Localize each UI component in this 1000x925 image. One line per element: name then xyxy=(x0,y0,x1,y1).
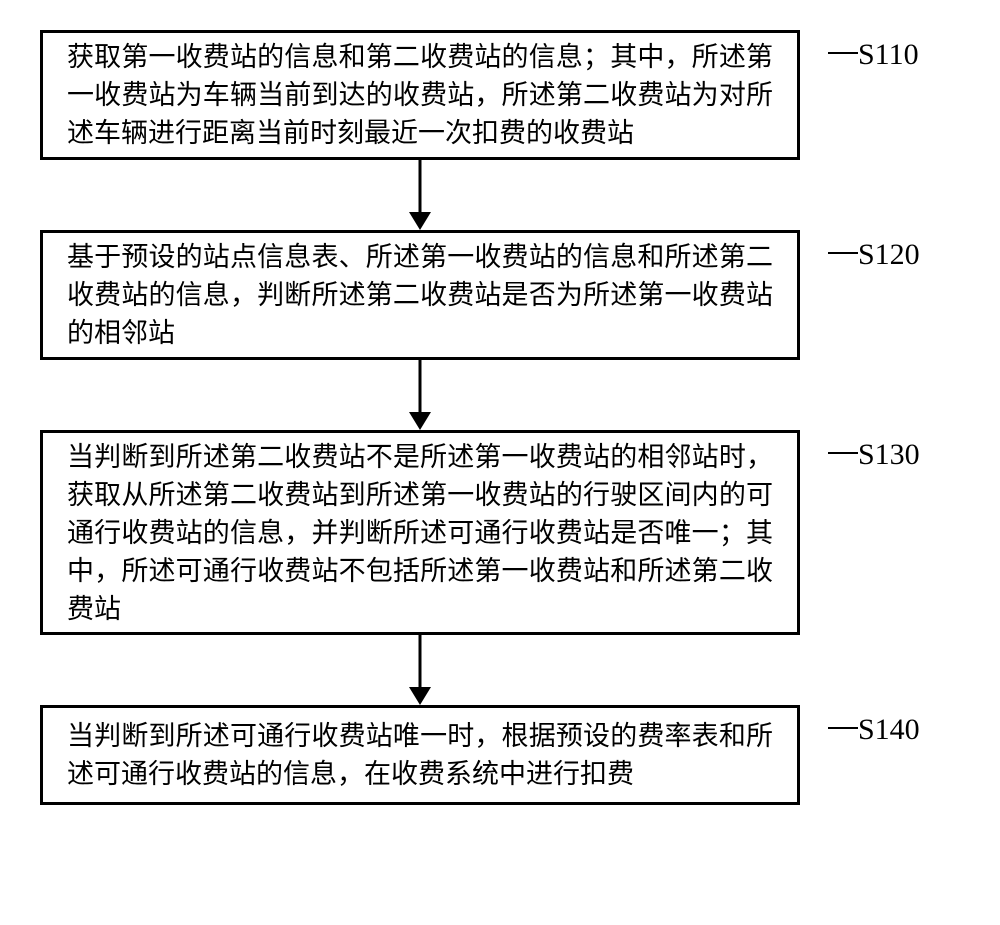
step-row: 当判断到所述可通行收费站唯一时，根据预设的费率表和所述可通行收费站的信息，在收费… xyxy=(40,705,960,805)
step-label-wrap: S110 xyxy=(828,30,960,160)
step-text: 当判断到所述第二收费站不是所述第一收费站的相邻站时，获取从所述第二收费站到所述第… xyxy=(67,438,773,628)
step-label-wrap: S120 xyxy=(828,230,960,360)
flowchart: 获取第一收费站的信息和第二收费站的信息；其中，所述第一收费站为车辆当前到达的收费… xyxy=(40,30,960,805)
step-row: 当判断到所述第二收费站不是所述第一收费站的相邻站时，获取从所述第二收费站到所述第… xyxy=(40,430,960,635)
step-box: 获取第一收费站的信息和第二收费站的信息；其中，所述第一收费站为车辆当前到达的收费… xyxy=(40,30,800,160)
connector-line xyxy=(828,238,858,268)
step-label: S120 xyxy=(858,238,920,272)
step-label: S140 xyxy=(858,713,920,747)
step-text: 获取第一收费站的信息和第二收费站的信息；其中，所述第一收费站为车辆当前到达的收费… xyxy=(67,38,773,152)
connector-line xyxy=(828,713,858,743)
step-label-wrap: S130 xyxy=(828,430,960,635)
arrow-down xyxy=(40,360,800,430)
arrow-down xyxy=(40,160,800,230)
arrow-down xyxy=(40,635,800,705)
step-label-wrap: S140 xyxy=(828,705,960,805)
step-box: 基于预设的站点信息表、所述第一收费站的信息和所述第二收费站的信息，判断所述第二收… xyxy=(40,230,800,360)
step-box: 当判断到所述可通行收费站唯一时，根据预设的费率表和所述可通行收费站的信息，在收费… xyxy=(40,705,800,805)
connector-line xyxy=(828,38,858,68)
step-text: 当判断到所述可通行收费站唯一时，根据预设的费率表和所述可通行收费站的信息，在收费… xyxy=(67,717,773,793)
step-row: 基于预设的站点信息表、所述第一收费站的信息和所述第二收费站的信息，判断所述第二收… xyxy=(40,230,960,360)
step-text: 基于预设的站点信息表、所述第一收费站的信息和所述第二收费站的信息，判断所述第二收… xyxy=(67,238,773,352)
step-label: S110 xyxy=(858,38,919,72)
connector-line xyxy=(828,438,858,468)
step-label: S130 xyxy=(858,438,920,472)
step-box: 当判断到所述第二收费站不是所述第一收费站的相邻站时，获取从所述第二收费站到所述第… xyxy=(40,430,800,635)
step-row: 获取第一收费站的信息和第二收费站的信息；其中，所述第一收费站为车辆当前到达的收费… xyxy=(40,30,960,160)
